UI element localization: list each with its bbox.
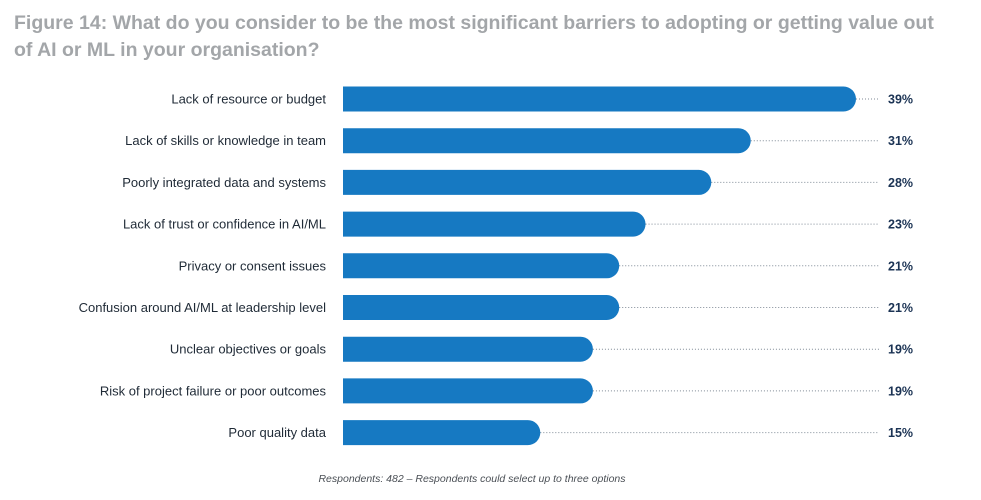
chart-title: Figure 14: What do you consider to be th… bbox=[14, 12, 934, 61]
category-label: Risk of project failure or poor outcomes bbox=[100, 383, 327, 398]
category-label: Poorly integrated data and systems bbox=[122, 175, 326, 190]
value-label: 21% bbox=[888, 301, 913, 315]
bar bbox=[343, 86, 856, 112]
bar bbox=[343, 336, 593, 362]
value-label: 39% bbox=[888, 93, 913, 107]
value-label: 19% bbox=[888, 384, 913, 398]
category-label: Confusion around AI/ML at leadership lev… bbox=[79, 300, 327, 315]
bar bbox=[343, 253, 620, 279]
value-label: 19% bbox=[888, 343, 913, 357]
category-label: Lack of trust or confidence in AI/ML bbox=[123, 217, 326, 232]
category-label: Poor quality data bbox=[228, 425, 326, 440]
category-label: Unclear objectives or goals bbox=[170, 342, 327, 357]
value-label: 31% bbox=[888, 134, 913, 148]
chart-footnote: Respondents: 482 – Respondents could sel… bbox=[318, 473, 626, 485]
value-label: 28% bbox=[888, 176, 913, 190]
bar bbox=[343, 211, 646, 237]
bar bbox=[343, 420, 541, 446]
category-label: Privacy or consent issues bbox=[179, 258, 327, 273]
value-label: 21% bbox=[888, 259, 913, 273]
bar bbox=[343, 128, 751, 154]
bar bbox=[343, 169, 712, 195]
bar bbox=[343, 378, 593, 404]
bar bbox=[343, 295, 620, 320]
value-label: 15% bbox=[888, 426, 913, 440]
category-label: Lack of skills or knowledge in team bbox=[125, 133, 326, 148]
category-label: Lack of resource or budget bbox=[171, 92, 326, 107]
value-label: 23% bbox=[888, 218, 913, 232]
